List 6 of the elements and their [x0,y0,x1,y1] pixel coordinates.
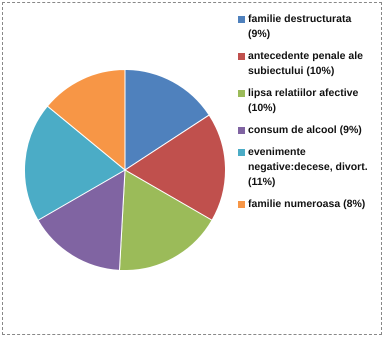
legend-label: antecedente penale ale subiectului (10%) [248,49,364,79]
legend-label: familie destructurata (9%) [248,12,352,42]
legend-label: evenimente negative:decese, divort. (11%) [248,145,369,190]
legend-label: familie numeroasa (8%) [248,197,366,212]
legend-label: lipsa relatiilor afective (10%) [248,86,360,116]
legend-label: consum de alcool (9%) [248,123,362,138]
